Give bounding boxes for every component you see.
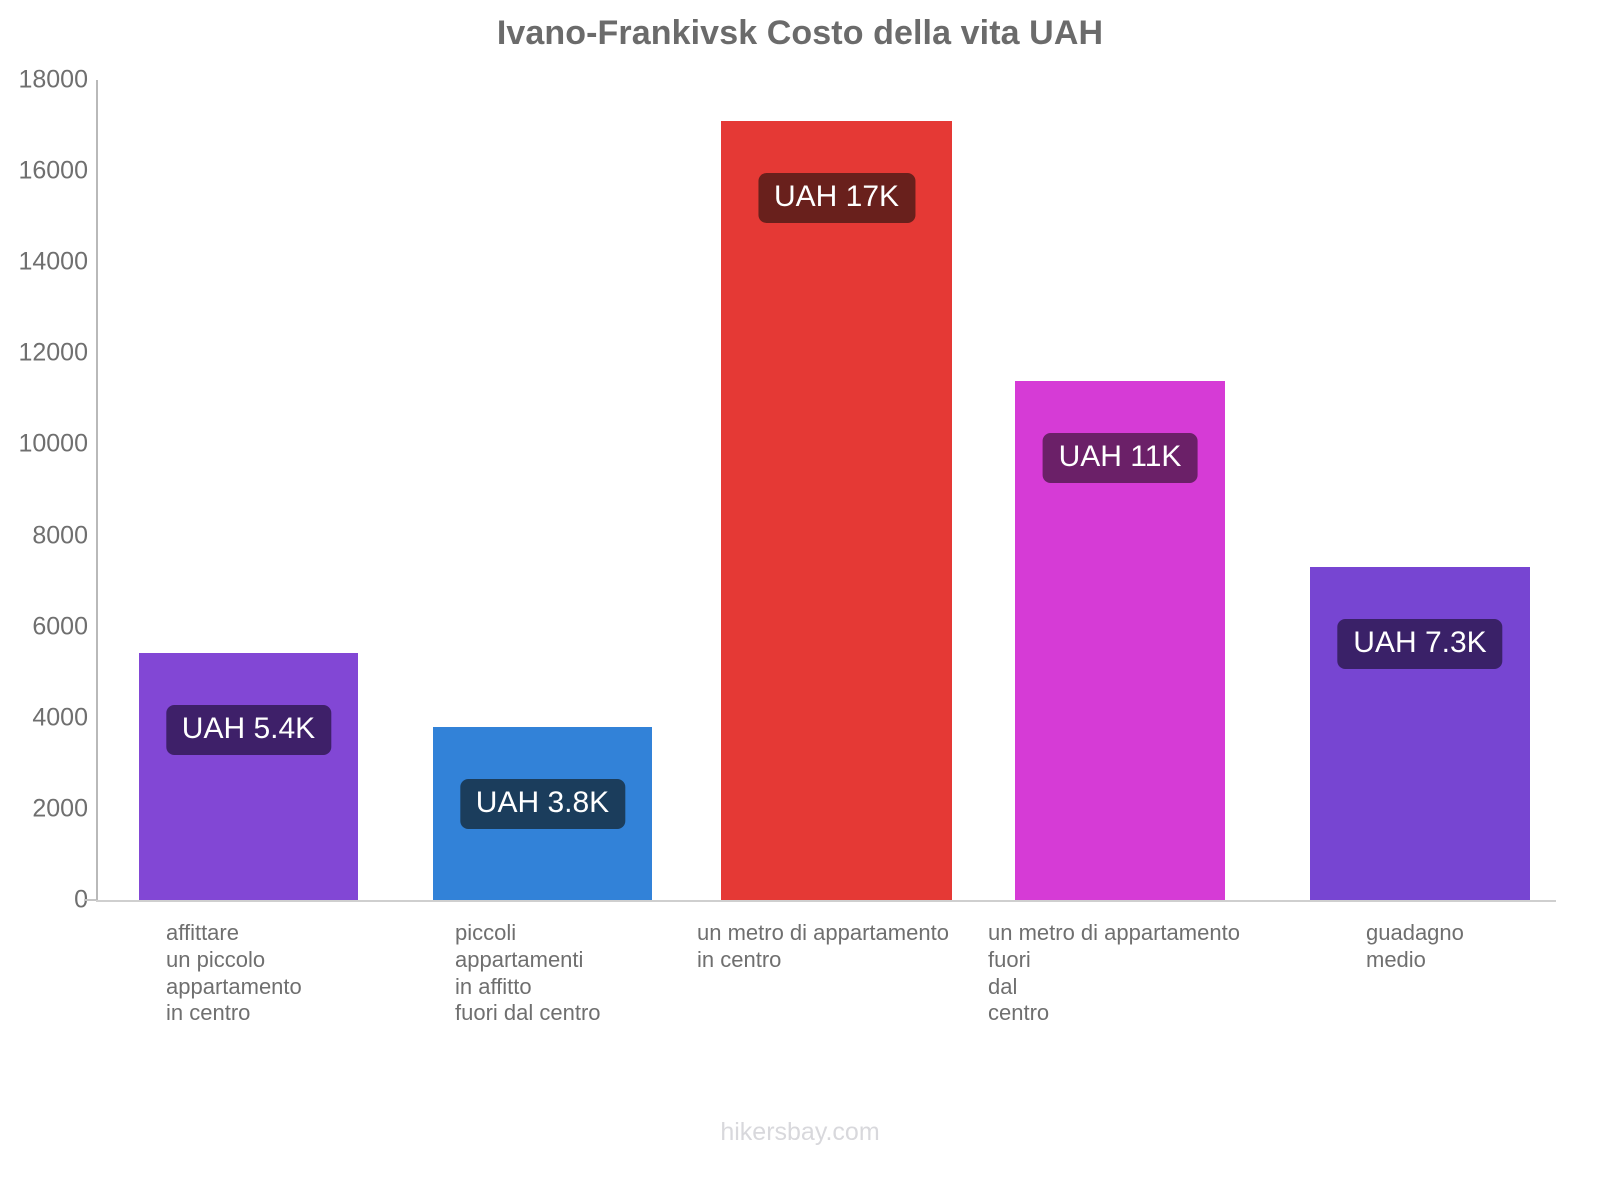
bar-value-label: UAH 5.4K bbox=[165, 705, 332, 756]
y-axis-tick-label: 6000 bbox=[32, 612, 88, 641]
bar[interactable] bbox=[1310, 566, 1530, 900]
bar[interactable] bbox=[139, 653, 358, 900]
x-axis-line bbox=[96, 900, 1556, 902]
y-axis-tick-label: 2000 bbox=[32, 794, 88, 823]
y-axis-tick-mark bbox=[84, 899, 96, 901]
y-axis-tick-label: 8000 bbox=[32, 521, 88, 550]
footer-watermark: hikersbay.com bbox=[720, 1118, 880, 1146]
y-axis-tick-label: 0 bbox=[74, 885, 88, 914]
y-axis-line bbox=[96, 80, 98, 902]
plot-area bbox=[96, 80, 1551, 900]
bar-value-label: UAH 11K bbox=[1042, 432, 1198, 483]
y-axis-tick-label: 16000 bbox=[18, 156, 88, 185]
x-axis-category-label: piccoli appartamenti in affitto fuori da… bbox=[455, 920, 601, 1026]
x-axis-category-label: un metro di appartamento fuori dal centr… bbox=[988, 920, 1240, 1026]
bar[interactable] bbox=[721, 121, 952, 900]
x-axis-category-label: guadagno medio bbox=[1366, 920, 1464, 972]
chart-title: Ivano-Frankivsk Costo della vita UAH bbox=[496, 14, 1104, 52]
x-axis-category-label: un metro di appartamento in centro bbox=[697, 920, 949, 972]
bar-value-label: UAH 17K bbox=[757, 173, 916, 223]
x-axis-category-label: affittare un piccolo appartamento in cen… bbox=[166, 920, 302, 1026]
y-axis-tick-label: 14000 bbox=[18, 247, 88, 276]
y-axis-tick-label: 12000 bbox=[18, 338, 88, 367]
y-axis-tick-label: 4000 bbox=[32, 703, 88, 732]
bar-value-label: UAH 3.8K bbox=[459, 778, 626, 829]
y-axis-tick-label: 18000 bbox=[18, 65, 88, 94]
bar-value-label: UAH 7.3K bbox=[1337, 618, 1503, 669]
y-axis-tick-label: 10000 bbox=[18, 429, 88, 458]
